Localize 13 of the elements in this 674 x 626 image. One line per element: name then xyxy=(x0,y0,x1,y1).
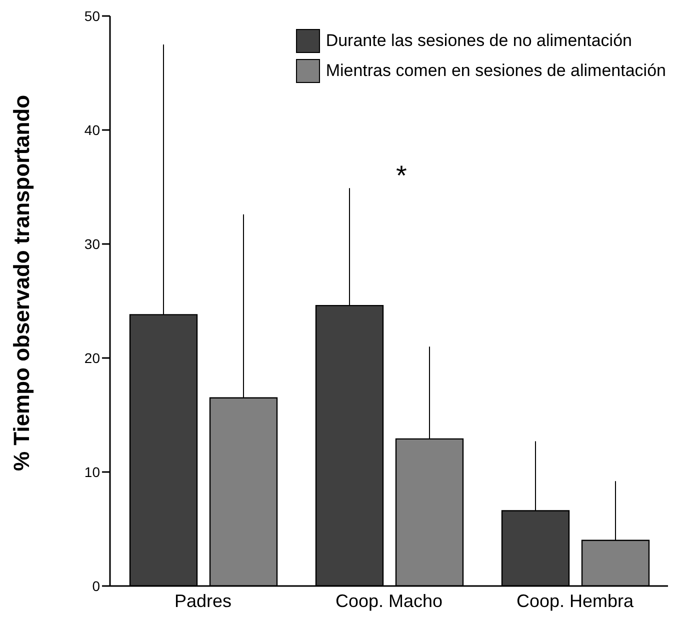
y-tick-label: 20 xyxy=(84,350,100,366)
legend-label: Durante las sesiones de no alimentación xyxy=(326,30,632,52)
y-tick-label: 50 xyxy=(84,8,100,24)
y-tick-label: 30 xyxy=(84,236,100,252)
x-tick-label: Coop. Hembra xyxy=(516,590,635,611)
annotation: * xyxy=(396,160,407,192)
y-tick-label: 40 xyxy=(84,122,100,138)
y-tick-label: 0 xyxy=(92,578,100,594)
legend-label: Mientras comen en sesiones de alimentación xyxy=(326,60,666,82)
x-tick-label: Coop. Macho xyxy=(335,590,443,611)
y-tick-label: 10 xyxy=(84,464,100,480)
y-axis-title: % Tiempo observado transportando xyxy=(8,94,34,471)
x-tick-label: Padres xyxy=(174,590,232,611)
